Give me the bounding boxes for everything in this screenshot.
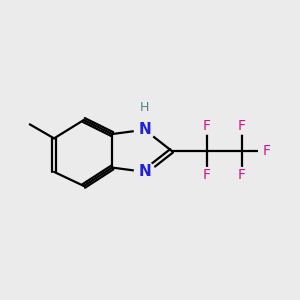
Text: F: F (238, 119, 246, 134)
Circle shape (234, 168, 249, 183)
Text: F: F (203, 168, 211, 182)
Text: H: H (140, 101, 149, 114)
Circle shape (234, 119, 249, 134)
Circle shape (134, 119, 155, 140)
Circle shape (134, 162, 155, 182)
Text: F: F (238, 168, 246, 182)
Circle shape (139, 102, 151, 113)
Circle shape (199, 168, 214, 183)
Circle shape (199, 119, 214, 134)
Text: N: N (138, 164, 151, 179)
Text: N: N (138, 122, 151, 137)
Text: F: F (203, 119, 211, 134)
Circle shape (259, 143, 274, 158)
Text: F: F (262, 144, 270, 158)
